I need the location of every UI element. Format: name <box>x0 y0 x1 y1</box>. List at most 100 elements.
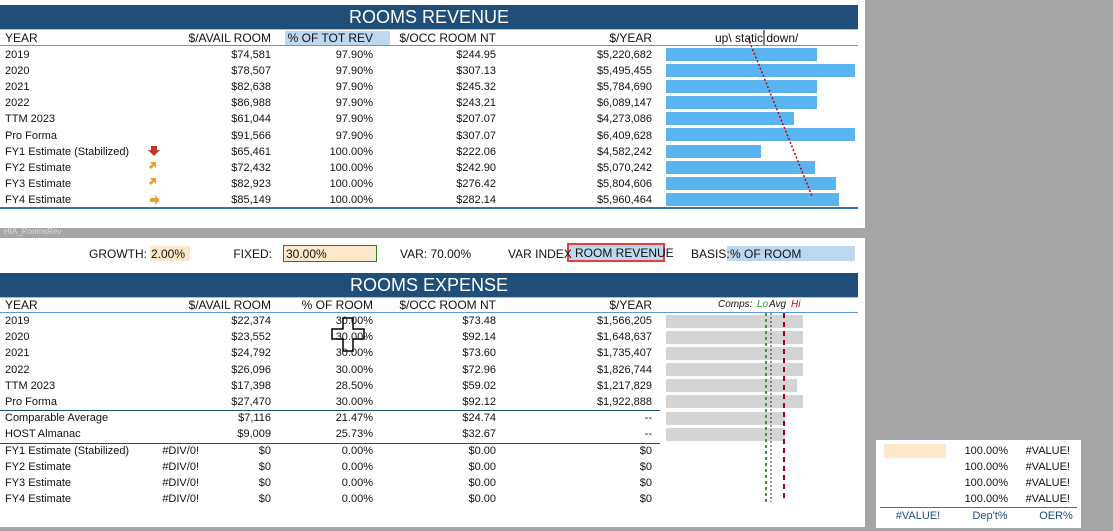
value-cell: $276.42 <box>456 177 496 190</box>
value-cell: 30.00% <box>335 347 373 360</box>
comps-hi: Hi <box>791 299 801 310</box>
value-cell: $0 <box>258 477 271 489</box>
value-cell: 97.90% <box>335 97 373 110</box>
data-bar <box>666 161 815 174</box>
value-cell: 30.00% <box>335 315 373 327</box>
row-label: FY3 Estimate <box>5 177 72 190</box>
control-value: % OF ROOM <box>730 247 802 261</box>
value-cell: $23,552 <box>231 331 271 344</box>
value-cell: $207.07 <box>456 113 496 126</box>
value-cell: $61,044 <box>231 113 271 126</box>
header-highlight <box>285 31 390 45</box>
value-cell: $243.21 <box>456 97 496 110</box>
arrow-icon <box>150 195 160 205</box>
value-cell: $244.95 <box>456 49 496 61</box>
column-header: $/OCC ROOM NT <box>399 298 496 312</box>
value-cell: $9,009 <box>237 428 271 441</box>
value-cell: $245.32 <box>456 81 496 94</box>
value-cell: #DIV/0! <box>162 460 199 473</box>
value-cell: #VALUE! <box>1025 493 1070 505</box>
row-label: HOST Almanac <box>5 428 81 441</box>
value-cell: 30.00% <box>335 331 373 344</box>
value-cell: 0.00% <box>341 444 373 457</box>
data-bar <box>666 145 761 158</box>
data-bar <box>666 395 803 408</box>
value-cell: 97.90% <box>335 129 373 142</box>
value-cell: 100.00% <box>329 161 373 174</box>
value-cell: $92.12 <box>462 396 496 408</box>
data-bar <box>666 428 785 441</box>
data-bar <box>666 347 803 360</box>
value-cell: $0 <box>639 477 652 489</box>
column-header: $/AVAIL ROOM <box>188 298 271 312</box>
data-bar <box>666 331 803 344</box>
data-bar <box>666 64 855 77</box>
row-label: FY4 Estimate <box>5 493 72 506</box>
row-label: Comparable Average <box>5 412 109 425</box>
row-label: FY3 Estimate <box>5 477 72 489</box>
sheet-label: HIA_RoomsRev <box>4 227 62 236</box>
value-cell: 30.00% <box>335 363 373 376</box>
data-bar <box>666 412 785 425</box>
data-bar <box>666 48 817 61</box>
value-cell: $0 <box>258 493 271 506</box>
value-cell: $1,922,888 <box>596 396 652 408</box>
column-header: YEAR <box>5 31 38 45</box>
value-cell: 97.90% <box>335 49 373 61</box>
value-cell: 21.47% <box>335 412 373 425</box>
data-bar <box>666 80 817 93</box>
value-cell: $222.06 <box>456 145 496 158</box>
column-header: $/YEAR <box>609 298 652 312</box>
value-cell: $0.00 <box>468 477 496 489</box>
value-cell: $5,784,690 <box>596 81 652 94</box>
row-label: 2020 <box>5 331 30 344</box>
value-cell: $307.07 <box>456 129 496 142</box>
control-label: VAR INDEX <box>508 247 572 261</box>
value-cell: 100.00% <box>329 177 373 190</box>
control-value: 2.00% <box>151 247 186 261</box>
header-rule <box>0 45 858 46</box>
control-label: GROWTH: <box>89 247 147 261</box>
control-label: VAR: 70.00% <box>400 247 472 261</box>
data-bar <box>666 128 855 141</box>
bottom-rule <box>0 207 858 209</box>
row-label: Pro Forma <box>5 129 57 142</box>
value-cell: $5,804,606 <box>596 177 652 190</box>
value-cell: $86,988 <box>231 97 271 110</box>
value-cell: $59.02 <box>462 379 496 392</box>
value-cell: $26,096 <box>231 363 271 376</box>
control-label: BASIS: <box>691 247 730 261</box>
value-cell: $6,089,147 <box>596 97 652 110</box>
data-bar <box>666 193 839 206</box>
highlighted-cell[interactable] <box>567 243 665 262</box>
value-cell: $22,374 <box>231 315 271 327</box>
value-cell: $72,432 <box>231 161 271 174</box>
control-value: ROOM REVENUE <box>575 246 674 260</box>
row-label: TTM 2023 <box>5 113 56 126</box>
value-cell: $72.96 <box>462 363 496 376</box>
value-cell: $0.00 <box>468 493 496 506</box>
row-label: Pro Forma <box>5 396 57 408</box>
value-cell: 0.00% <box>341 477 373 489</box>
value-cell: 0.00% <box>341 460 373 473</box>
input-cell <box>727 246 855 261</box>
selected-cell[interactable] <box>283 245 377 262</box>
value-cell: $0 <box>639 460 652 473</box>
row-label: FY4 Estimate <box>5 193 72 206</box>
value-cell: #VALUE! <box>1025 477 1070 489</box>
value-cell: #DIV/0! <box>162 444 199 457</box>
value-cell: $282.14 <box>456 193 496 206</box>
value-cell: $74,581 <box>231 49 271 61</box>
value-cell: 100.00% <box>329 193 373 206</box>
value-cell: $5,070,242 <box>596 161 652 174</box>
row-label: 2021 <box>5 347 30 360</box>
row-label: FY2 Estimate <box>5 460 72 473</box>
row-label: 2020 <box>5 65 30 78</box>
value-cell: $1,648,637 <box>596 331 652 344</box>
arrow-icon <box>149 178 156 185</box>
value-cell: 100.00% <box>329 145 373 158</box>
column-header: % OF TOT REV <box>287 31 373 45</box>
value-cell: 100.00% <box>964 477 1008 489</box>
